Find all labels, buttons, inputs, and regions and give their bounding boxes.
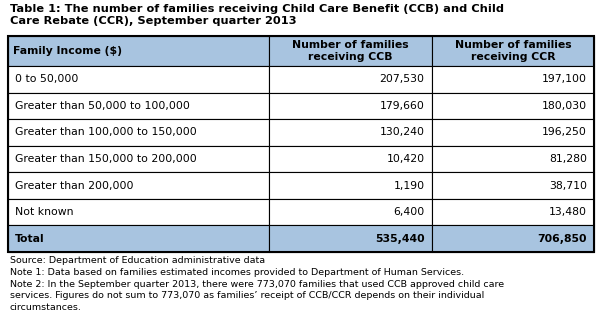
- Text: Greater than 100,000 to 150,000: Greater than 100,000 to 150,000: [15, 127, 197, 137]
- Bar: [8, 36, 268, 66]
- Text: 535,440: 535,440: [375, 234, 424, 244]
- Text: Number of families
receiving CCR: Number of families receiving CCR: [455, 40, 571, 62]
- Bar: [432, 93, 594, 119]
- Bar: [268, 199, 432, 226]
- Bar: [268, 93, 432, 119]
- Text: Greater than 150,000 to 200,000: Greater than 150,000 to 200,000: [15, 154, 197, 164]
- Bar: [432, 119, 594, 146]
- Bar: [8, 172, 268, 199]
- Bar: [268, 172, 432, 199]
- Bar: [268, 36, 432, 66]
- Text: 179,660: 179,660: [380, 101, 424, 111]
- Text: Number of families
receiving CCB: Number of families receiving CCB: [292, 40, 409, 62]
- Text: 38,710: 38,710: [549, 180, 587, 191]
- Bar: [8, 36, 594, 252]
- Text: Greater than 50,000 to 100,000: Greater than 50,000 to 100,000: [15, 101, 190, 111]
- Bar: [268, 119, 432, 146]
- Text: Not known: Not known: [15, 207, 73, 217]
- Text: 6,400: 6,400: [394, 207, 424, 217]
- Text: 130,240: 130,240: [380, 127, 424, 137]
- Text: Total: Total: [15, 234, 45, 244]
- Text: 207,530: 207,530: [380, 74, 424, 84]
- Bar: [8, 93, 268, 119]
- Bar: [8, 119, 268, 146]
- Bar: [8, 146, 268, 172]
- Bar: [268, 66, 432, 93]
- Text: Table 1: The number of families receiving Child Care Benefit (CCB) and Child
Car: Table 1: The number of families receivin…: [10, 4, 504, 26]
- Text: 197,100: 197,100: [542, 74, 587, 84]
- Bar: [432, 199, 594, 226]
- Bar: [268, 146, 432, 172]
- Text: 1,190: 1,190: [394, 180, 424, 191]
- Bar: [8, 226, 268, 252]
- Bar: [432, 226, 594, 252]
- Bar: [432, 146, 594, 172]
- Bar: [432, 66, 594, 93]
- Text: Greater than 200,000: Greater than 200,000: [15, 180, 134, 191]
- Bar: [8, 66, 268, 93]
- Text: Family Income ($): Family Income ($): [13, 46, 122, 56]
- Text: Source: Department of Education administrative data
Note 1: Data based on famili: Source: Department of Education administ…: [10, 256, 504, 312]
- Text: 10,420: 10,420: [386, 154, 424, 164]
- Text: 81,280: 81,280: [549, 154, 587, 164]
- Text: 180,030: 180,030: [542, 101, 587, 111]
- Text: 706,850: 706,850: [538, 234, 587, 244]
- Bar: [8, 199, 268, 226]
- Text: 13,480: 13,480: [549, 207, 587, 217]
- Bar: [432, 36, 594, 66]
- Bar: [268, 226, 432, 252]
- Bar: [432, 172, 594, 199]
- Text: 0 to 50,000: 0 to 50,000: [15, 74, 78, 84]
- Text: 196,250: 196,250: [542, 127, 587, 137]
